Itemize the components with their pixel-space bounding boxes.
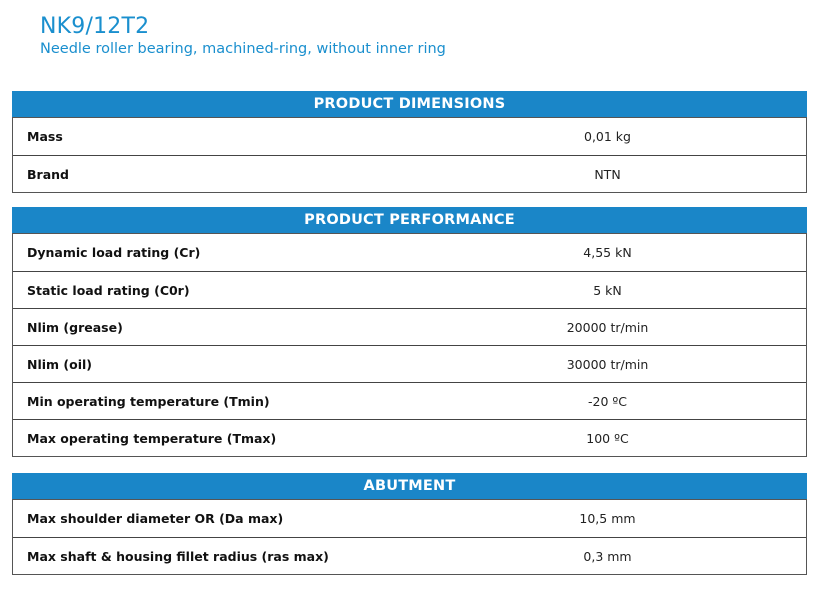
spec-table: Max shoulder diameter OR (Da max) 10,5 m… [12,499,807,575]
spec-value: 5 kN [593,282,622,298]
table-row: Max operating temperature (Tmax) 100 ºC [13,419,806,456]
spec-label: Max operating temperature (Tmax) [27,430,277,446]
table-row: Static load rating (C0r) 5 kN [13,271,806,308]
spec-label: Min operating temperature (Tmin) [27,393,270,409]
spec-label: Nlim (grease) [27,319,123,335]
section-product-dimensions: PRODUCT DIMENSIONS Mass 0,01 kg Brand NT… [12,91,807,193]
section-title: PRODUCT PERFORMANCE [12,207,807,233]
spec-label: Mass [27,129,63,144]
table-row: Nlim (grease) 20000 tr/min [13,308,806,345]
page-header: NK9/12T2 Needle roller bearing, machined… [40,14,446,58]
table-row: Brand NTN [13,155,806,192]
product-title: NK9/12T2 [40,14,150,39]
spec-value: NTN [594,166,621,182]
table-row: Dynamic load rating (Cr) 4,55 kN [13,234,806,271]
spec-value: 4,55 kN [583,245,632,260]
spec-value: 20000 tr/min [566,319,649,335]
spec-label: Nlim (oil) [27,356,92,372]
spec-label: Max shaft & housing fillet radius (ras m… [27,548,329,564]
spec-value: 0,3 mm [583,548,632,564]
table-row: Max shaft & housing fillet radius (ras m… [13,537,806,574]
spec-value: 30000 tr/min [566,356,649,372]
product-subtitle: Needle roller bearing, machined-ring, wi… [40,41,446,57]
spec-value: 10,5 mm [579,511,636,526]
section-abutment: ABUTMENT Max shoulder diameter OR (Da ma… [12,473,807,575]
spec-value: -20 ºC [587,393,627,409]
spec-table: Mass 0,01 kg Brand NTN [12,117,807,193]
spec-table: Dynamic load rating (Cr) 4,55 kN Static … [12,233,807,457]
table-row: Min operating temperature (Tmin) -20 ºC [13,382,806,419]
spec-label: Static load rating (C0r) [27,282,190,298]
section-title: ABUTMENT [12,473,807,499]
table-row: Max shoulder diameter OR (Da max) 10,5 m… [13,500,806,537]
spec-value: 0,01 kg [584,129,631,144]
spec-label: Dynamic load rating (Cr) [27,245,201,260]
spec-value: 100 ºC [586,430,629,446]
spec-label: Max shoulder diameter OR (Da max) [27,511,284,526]
section-product-performance: PRODUCT PERFORMANCE Dynamic load rating … [12,207,807,457]
table-row: Nlim (oil) 30000 tr/min [13,345,806,382]
section-title: PRODUCT DIMENSIONS [12,91,807,117]
spec-label: Brand [27,166,69,182]
table-row: Mass 0,01 kg [13,118,806,155]
